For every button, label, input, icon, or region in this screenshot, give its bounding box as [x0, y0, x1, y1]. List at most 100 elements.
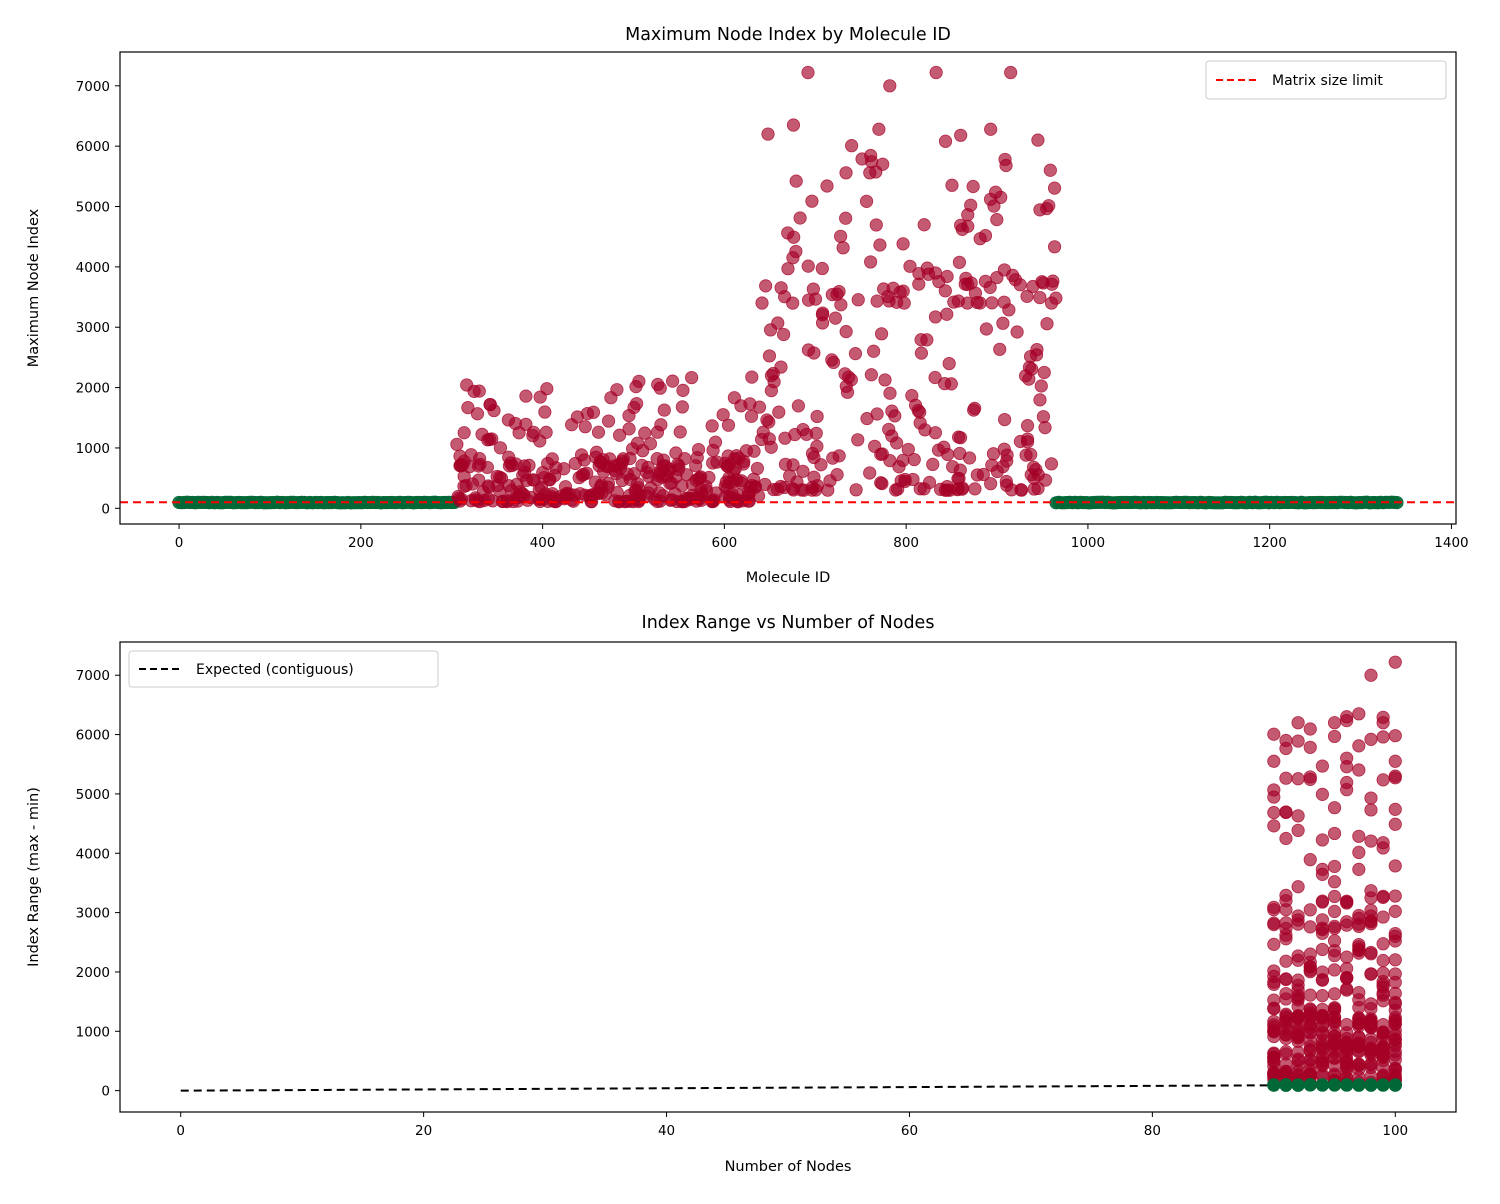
invalid-range-point: [1267, 1050, 1281, 1064]
invalid-range-point: [1364, 803, 1378, 817]
invalid-molecule-point: [487, 403, 501, 418]
valid-range-point: [1303, 1078, 1317, 1092]
invalid-range-point: [1315, 833, 1330, 847]
invalid-molecule-point: [747, 444, 761, 458]
invalid-range-point: [1327, 729, 1342, 744]
invalid-molecule-point: [464, 448, 478, 462]
invalid-molecule-point: [883, 79, 897, 93]
invalid-molecule-point: [665, 493, 679, 507]
invalid-molecule-point: [1005, 483, 1019, 497]
invalid-molecule-point: [777, 480, 791, 495]
invalid-molecule-point: [691, 442, 706, 457]
invalid-range-point: [1327, 944, 1342, 958]
invalid-molecule-point: [1031, 133, 1045, 147]
invalid-range-point: [1388, 1038, 1402, 1053]
invalid-molecule-point: [1026, 279, 1040, 294]
invalid-molecule-point: [1027, 471, 1041, 485]
invalid-molecule-point: [801, 259, 815, 273]
invalid-molecule-point: [966, 179, 980, 194]
invalid-range-point: [1340, 961, 1354, 976]
invalid-molecule-point: [766, 366, 780, 381]
invalid-molecule-point: [772, 405, 786, 419]
valid-range-point: [1352, 1078, 1366, 1092]
bottom-chart-y-tick-label: 2000: [76, 965, 110, 981]
invalid-range-point: [1279, 805, 1293, 820]
invalid-molecule-point: [842, 370, 856, 384]
invalid-range-point: [1388, 802, 1402, 816]
invalid-range-point: [1340, 775, 1354, 790]
invalid-molecule-point: [872, 122, 886, 136]
invalid-molecule-point: [761, 127, 775, 141]
invalid-molecule-point: [989, 185, 1003, 199]
invalid-range-point: [1279, 771, 1293, 785]
invalid-range-point: [1340, 982, 1354, 996]
bottom-chart-legend-label: Expected (contiguous): [196, 662, 354, 678]
invalid-molecule-point: [636, 444, 650, 458]
invalid-molecule-point: [505, 458, 519, 473]
invalid-molecule-point: [839, 211, 853, 225]
invalid-molecule-point: [623, 451, 637, 466]
invalid-molecule-point: [650, 425, 665, 439]
invalid-range-point: [1376, 937, 1390, 951]
top-chart-y-tick-label: 4000: [76, 260, 110, 276]
invalid-range-point: [1315, 965, 1330, 979]
invalid-range-point: [1376, 716, 1390, 730]
bottom-chart-legend: Expected (contiguous): [128, 650, 439, 688]
invalid-molecule-point: [786, 251, 800, 265]
invalid-molecule-point: [519, 417, 533, 431]
bottom-chart-y-tick-label: 3000: [76, 906, 110, 922]
invalid-range-point: [1267, 964, 1281, 978]
invalid-molecule-point: [786, 296, 800, 310]
invalid-molecule-point: [961, 208, 975, 222]
invalid-range-point: [1267, 754, 1281, 768]
invalid-molecule-point: [864, 255, 878, 269]
invalid-molecule-point: [541, 456, 555, 471]
invalid-molecule-point: [882, 294, 896, 308]
invalid-molecule-point: [635, 458, 649, 473]
top-chart-x-tick-label: 800: [893, 535, 919, 551]
invalid-molecule-point: [806, 282, 820, 296]
invalid-molecule-point: [745, 370, 759, 384]
invalid-molecule-point: [1037, 365, 1051, 380]
bottom-chart-axes: 0 20 40 60 80 1000100020003000400050006000700…: [76, 668, 1409, 1139]
invalid-range-point: [1315, 1054, 1330, 1068]
invalid-molecule-point: [532, 483, 546, 497]
invalid-range-point: [1303, 770, 1317, 784]
invalid-molecule-point: [755, 296, 769, 310]
invalid-molecule-point: [840, 385, 855, 399]
valid-range-point: [1327, 1078, 1342, 1092]
invalid-molecule-point: [946, 460, 960, 474]
invalid-range-point: [1364, 732, 1378, 746]
invalid-molecule-point: [964, 276, 978, 290]
invalid-molecule-point: [810, 439, 824, 453]
invalid-molecule-point: [1047, 240, 1062, 254]
invalid-molecule-point: [851, 293, 865, 307]
invalid-range-point: [1352, 829, 1366, 843]
invalid-range-point: [1279, 1019, 1293, 1033]
invalid-range-point: [1303, 853, 1317, 867]
invalid-molecule-point: [984, 122, 998, 136]
top-chart-axes: 0 200 400 600 800 1000 1200 1400 0 1000 2000 3000 40…: [76, 79, 1469, 551]
invalid-range-point: [1267, 1014, 1281, 1029]
invalid-molecule-point: [955, 222, 969, 236]
bottom-chart-y-tick-label: 0: [101, 1084, 110, 1100]
invalid-range-point: [1303, 960, 1317, 974]
invalid-molecule-point: [1004, 65, 1018, 80]
invalid-range-point: [1388, 953, 1402, 967]
invalid-molecule-point: [1020, 432, 1035, 446]
invalid-range-point: [1291, 1012, 1305, 1026]
invalid-range-point: [1327, 1002, 1342, 1016]
invalid-molecule-point: [685, 370, 699, 385]
invalid-range-point: [1267, 727, 1281, 741]
invalid-molecule-point: [864, 368, 878, 382]
invalid-molecule-point: [493, 441, 508, 455]
invalid-molecule-point: [676, 383, 690, 397]
invalid-range-point: [1303, 740, 1317, 754]
invalid-molecule-point: [938, 134, 953, 148]
bottom-chart-x-tick-label: 60: [901, 1123, 918, 1139]
invalid-molecule-point: [1038, 421, 1052, 435]
invalid-range-point: [1315, 989, 1330, 1003]
invalid-molecule-point: [864, 148, 878, 163]
invalid-molecule-point: [845, 139, 859, 153]
